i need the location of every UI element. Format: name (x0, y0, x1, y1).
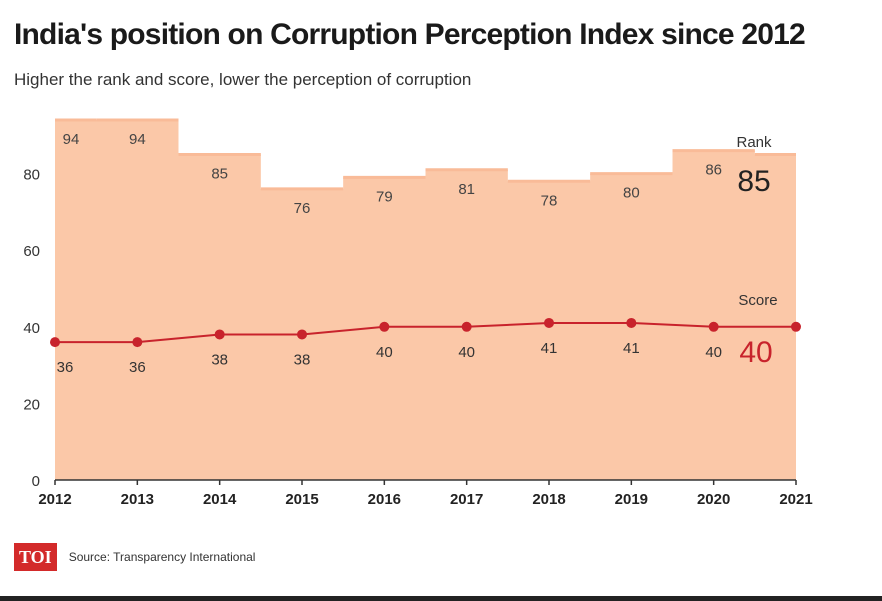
y-tick-label: 80 (23, 167, 40, 184)
rank-label-2016: 79 (376, 188, 393, 205)
source-note: Source: Transparency International (68, 550, 256, 564)
legend-score-label: Score (738, 292, 777, 309)
x-tick-label-2016: 2016 (368, 491, 401, 508)
score-label-2014: 38 (211, 351, 228, 368)
y-tick-label: 0 (32, 473, 40, 490)
rank-label-2020: 86 (705, 162, 722, 179)
x-tick-label-2017: 2017 (450, 491, 483, 508)
x-tick-label-2015: 2015 (285, 491, 318, 508)
rank-label-2019: 80 (623, 185, 640, 202)
score-label-2015: 38 (294, 351, 311, 368)
chart-subtitle: Higher the rank and score, lower the per… (14, 70, 472, 89)
x-tick-label-2019: 2019 (615, 491, 648, 508)
score-label-2019: 41 (623, 340, 640, 357)
y-tick-label: 60 (23, 243, 40, 260)
score-point-2020 (708, 321, 719, 332)
x-tick-label-2021: 2021 (779, 491, 812, 508)
x-tick-label-2020: 2020 (697, 491, 730, 508)
rank-label-2015: 76 (294, 200, 311, 217)
rank-area (55, 119, 796, 480)
score-label-2017: 40 (458, 344, 475, 361)
bottom-rule (0, 596, 882, 601)
y-tick-label: 20 (23, 396, 40, 413)
score-point-2012 (50, 337, 60, 348)
score-point-2021 (791, 321, 801, 332)
legend-rank-label: Rank (736, 134, 772, 151)
score-point-2016 (379, 321, 390, 332)
score-label-2013: 36 (129, 359, 146, 376)
x-tick-label-2012: 2012 (38, 491, 71, 508)
footer: TOI Source: Transparency International (14, 542, 255, 572)
score-point-2013 (132, 337, 143, 348)
score-point-2018 (544, 317, 554, 328)
rank-label-2014: 85 (211, 165, 228, 182)
score-label-2012: 36 (57, 359, 74, 376)
chart-title: India's position on Corruption Perceptio… (14, 18, 806, 51)
rank-label-2018: 78 (541, 192, 558, 209)
score-label-2016: 40 (376, 344, 393, 361)
score-label-2020: 40 (705, 344, 722, 361)
rank-label-2012: 94 (63, 131, 80, 148)
legend-rank-value: 85 (737, 165, 770, 198)
rank-label-2013: 94 (129, 131, 146, 148)
x-tick-label-2013: 2013 (121, 491, 154, 508)
x-tick-label-2014: 2014 (203, 491, 237, 508)
score-point-2019 (626, 317, 637, 328)
toi-logo: TOI (14, 543, 57, 571)
legend-score-value: 40 (739, 336, 772, 369)
x-tick-label-2018: 2018 (532, 491, 565, 508)
y-tick-label: 40 (23, 320, 40, 337)
rank-label-2017: 81 (458, 181, 475, 198)
score-point-2015 (297, 329, 307, 340)
score-line (55, 321, 796, 344)
score-label-2018: 41 (541, 340, 558, 357)
score-point-2014 (214, 329, 225, 340)
score-point-2017 (461, 321, 472, 332)
